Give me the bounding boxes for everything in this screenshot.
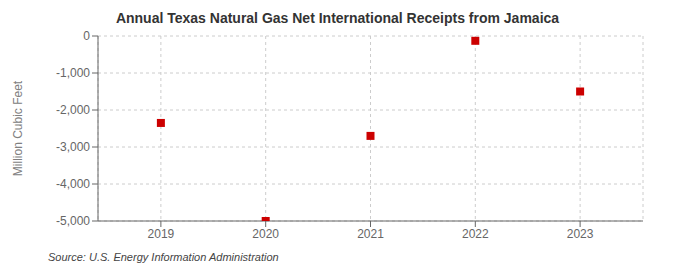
svg-text:-1,000: -1,000	[56, 66, 90, 80]
html-text:Annual Texas Natural Gas Net I: Annual Texas Natural Gas Net Internation…	[115, 10, 560, 26]
svg-text:Million Cubic Feet: Million Cubic Feet	[11, 80, 25, 176]
svg-text:2022: 2022	[462, 227, 489, 241]
svg-text:2019: 2019	[148, 227, 175, 241]
html-text:Source: U.S. Energy Informatio: Source: U.S. Energy Information Administ…	[48, 251, 279, 263]
svg-text:-4,000: -4,000	[56, 177, 90, 191]
svg-text:2021: 2021	[357, 227, 384, 241]
svg-text:-3,000: -3,000	[56, 140, 90, 154]
svg-text:2023: 2023	[567, 227, 594, 241]
svg-text:2020: 2020	[252, 227, 279, 241]
svg-text:-5,000: -5,000	[56, 214, 90, 228]
svg-text:0: 0	[83, 29, 90, 43]
svg-text:-2,000: -2,000	[56, 103, 90, 117]
